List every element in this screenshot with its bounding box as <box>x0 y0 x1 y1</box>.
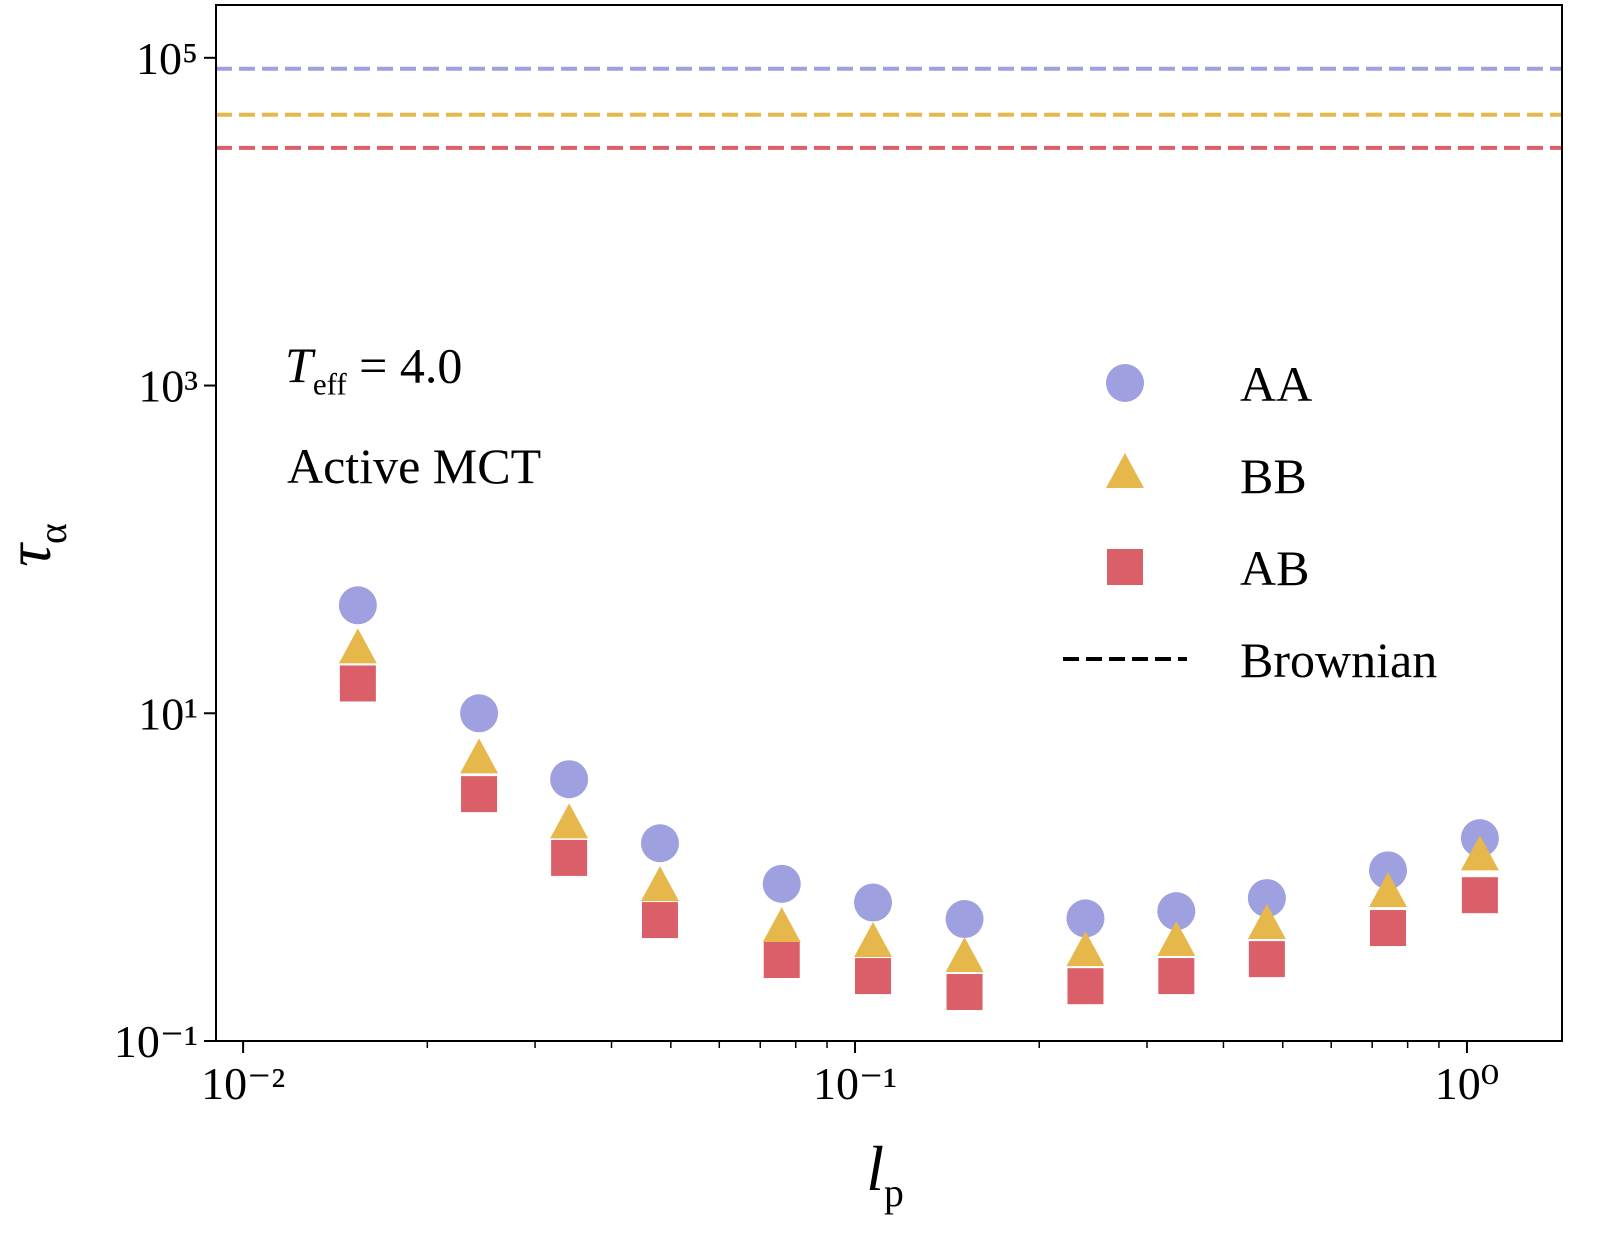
data-point <box>1370 910 1407 947</box>
data-point <box>338 586 377 625</box>
legend-marker <box>1106 453 1144 488</box>
data-point <box>640 866 679 902</box>
data-point <box>551 839 588 876</box>
y-tick-label: 10¹ <box>138 688 198 739</box>
x-tick-label: 10⁰ <box>1435 1058 1499 1109</box>
x-axis-label-symbol: l <box>866 1133 884 1204</box>
data-point <box>763 942 800 979</box>
legend-marker <box>1107 549 1143 585</box>
data-point <box>762 864 801 903</box>
data-point <box>946 974 983 1011</box>
annotation: Teff = 4.0 <box>285 337 462 402</box>
legend-label: AB <box>1240 540 1309 596</box>
data-point <box>1461 877 1498 914</box>
legend-label: BB <box>1240 448 1307 504</box>
data-point <box>1247 904 1286 940</box>
y-axis-label-subscript: α <box>31 523 75 544</box>
data-point <box>1369 851 1408 890</box>
data-point <box>1066 899 1105 938</box>
data-point <box>1158 958 1195 995</box>
data-point <box>1157 892 1196 931</box>
data-point <box>460 738 499 774</box>
data-point <box>1247 879 1286 918</box>
data-point <box>1248 941 1285 978</box>
data-point <box>762 907 801 943</box>
x-axis-label: lp <box>866 1133 904 1215</box>
data-point <box>339 665 376 702</box>
data-point <box>641 902 678 939</box>
data-point <box>1460 835 1499 871</box>
annotation-value: = 4.0 <box>347 338 463 394</box>
x-tick-label: 10⁻² <box>201 1058 285 1109</box>
y-tick-label: 10⁵ <box>136 33 198 84</box>
data-point <box>855 958 892 995</box>
data-point <box>550 803 589 839</box>
x-tick-label: 10⁻¹ <box>813 1058 897 1109</box>
data-point <box>640 824 679 863</box>
data-point <box>550 760 589 799</box>
legend-label: Brownian <box>1240 632 1437 688</box>
data-point <box>338 628 377 664</box>
plot-frame <box>215 4 1563 1042</box>
y-axis-label-symbol: τ <box>0 542 64 567</box>
data-point <box>1369 872 1408 908</box>
legend-marker <box>1106 364 1144 402</box>
y-tick-label: 10⁻¹ <box>114 1016 198 1067</box>
data-point <box>1066 931 1105 967</box>
data-point <box>945 937 984 973</box>
annotation-note: Active MCT <box>287 438 541 494</box>
data-point <box>1067 968 1104 1005</box>
data-point <box>854 883 893 922</box>
data-point <box>945 900 984 939</box>
y-axis-label: τα <box>0 523 75 567</box>
annotation-subscript: eff <box>313 367 348 402</box>
data-point <box>460 694 499 733</box>
legend-label: AA <box>1240 356 1312 412</box>
annotation-symbol: T <box>285 337 316 393</box>
data-point <box>1157 921 1196 957</box>
y-tick-label: 10³ <box>138 361 198 412</box>
data-point <box>461 776 498 813</box>
data-point <box>854 921 893 957</box>
x-axis-label-subscript: p <box>884 1171 904 1215</box>
